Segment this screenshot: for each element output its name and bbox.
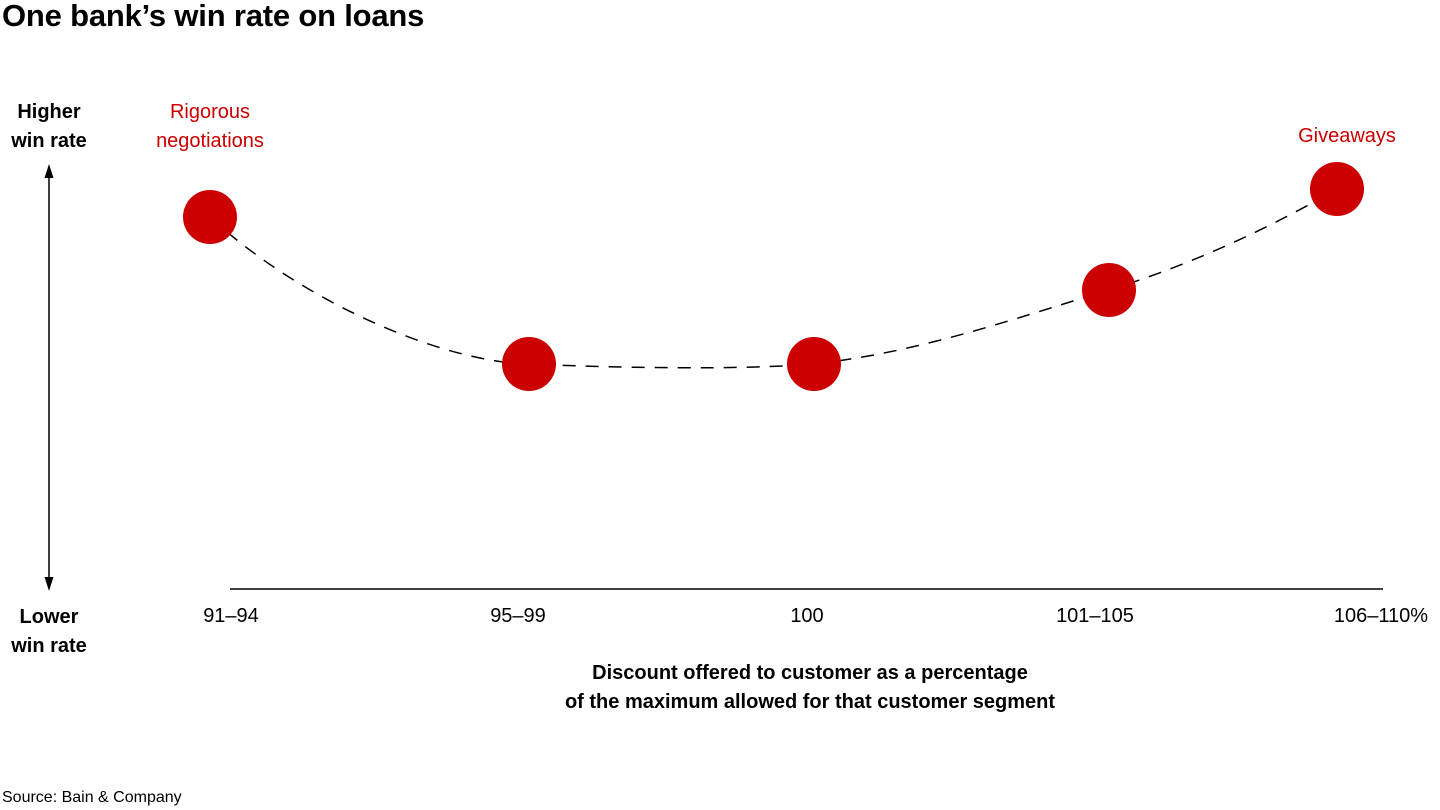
- y-axis-bottom-label-line1: Lower: [19, 606, 79, 628]
- data-point-101-105: [1082, 263, 1136, 317]
- x-tick-91-94: 91–94: [203, 605, 259, 627]
- annotation-line1: Rigorous: [169, 101, 251, 123]
- x-axis-label-line1: Discount offered to customer as a percen…: [592, 662, 1028, 684]
- y-axis-arrow: [44, 164, 54, 591]
- x-tick-106-110: 106–110%: [1333, 605, 1429, 627]
- data-point-106-110: [1310, 162, 1364, 216]
- source-note: Source: Bain & Company: [2, 789, 182, 806]
- chart-title: One bank’s win rate on loans: [2, 0, 425, 33]
- x-axis-label: Discount offered to customer as a percen…: [420, 659, 1200, 717]
- y-axis-top-label: Higher win rate: [0, 98, 104, 156]
- annotation-line2: negotiations: [156, 130, 264, 152]
- data-point-100: [787, 337, 841, 391]
- y-axis-bottom-label-line2: win rate: [11, 635, 87, 657]
- y-axis-bottom-label: Lower win rate: [0, 603, 104, 661]
- x-axis-label-line2: of the maximum allowed for that customer…: [564, 691, 1056, 713]
- data-point-91-94: [183, 190, 237, 244]
- x-tick-95-99: 95–99: [490, 605, 546, 627]
- data-point-95-99: [502, 337, 556, 391]
- x-tick-100: 100: [790, 605, 824, 627]
- annotation-rigorous-negotiations: Rigorous negotiations: [140, 98, 280, 156]
- x-tick-101-105: 101–105: [1056, 605, 1134, 627]
- trend-curve: [209, 188, 1338, 369]
- y-axis-top-label-line2: win rate: [11, 130, 87, 152]
- annotation-giveaways: Giveaways: [1298, 125, 1396, 147]
- y-axis-top-label-line1: Higher: [17, 101, 81, 123]
